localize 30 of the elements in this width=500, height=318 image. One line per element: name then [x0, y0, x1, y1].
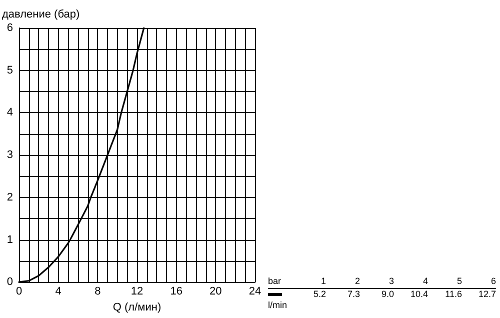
text: 1	[320, 276, 326, 287]
text: 6	[490, 276, 496, 287]
y-tick-label: 3	[6, 149, 13, 162]
x-tick-label: 0	[16, 286, 22, 298]
y-tick-label: 0	[6, 276, 13, 288]
text: 5.2	[312, 289, 326, 300]
x-tick-label: 16	[170, 286, 182, 298]
y-tick-label: 2	[6, 191, 13, 204]
text: 4	[422, 276, 428, 287]
text: 7.3	[346, 289, 360, 300]
x-axis-title: Q (л/мин)	[112, 302, 162, 314]
y-tick-label: 1	[6, 234, 13, 246]
text: 3	[388, 276, 394, 287]
text: l/min	[268, 300, 288, 311]
x-tick-label: 12	[130, 286, 144, 298]
x-tick-label: 20	[210, 286, 222, 298]
x-tick-label: 4	[55, 286, 62, 298]
y-tick-label: 4	[6, 106, 13, 119]
y-tick-label: 6	[6, 22, 13, 34]
text: 12.7	[477, 289, 496, 300]
text: 11.6	[444, 289, 462, 300]
x-tick-label: 8	[94, 286, 101, 298]
text: 9.0	[380, 289, 394, 300]
text: 2	[354, 276, 360, 287]
y-axis-title: давление (бар)	[2, 8, 80, 20]
y-tick-label: 5	[6, 64, 13, 76]
text: 10.4	[409, 289, 428, 300]
text: bar	[268, 276, 282, 287]
text: 5	[456, 276, 462, 287]
x-tick-label: 24	[248, 286, 262, 298]
